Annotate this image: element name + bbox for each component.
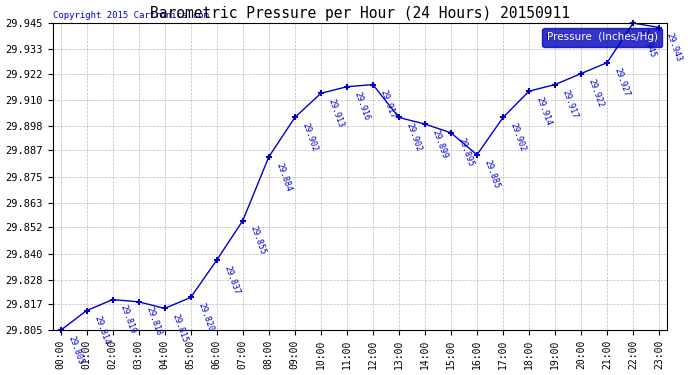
Text: 29.914: 29.914 (535, 95, 553, 127)
Text: 29.819: 29.819 (118, 304, 137, 335)
Text: 29.805: 29.805 (66, 334, 85, 366)
Text: 29.943: 29.943 (664, 32, 683, 63)
Text: 29.922: 29.922 (586, 78, 605, 109)
Text: 29.902: 29.902 (509, 122, 527, 153)
Text: 29.913: 29.913 (326, 98, 345, 129)
Text: 29.885: 29.885 (482, 159, 501, 190)
Text: 29.945: 29.945 (639, 27, 658, 58)
Text: Copyright 2015 Cartronics.com: Copyright 2015 Cartronics.com (52, 11, 208, 20)
Text: 29.899: 29.899 (431, 128, 449, 159)
Text: 29.818: 29.818 (144, 306, 163, 337)
Text: 29.837: 29.837 (222, 264, 241, 296)
Text: 29.927: 29.927 (613, 67, 631, 98)
Text: 29.884: 29.884 (275, 161, 293, 192)
Text: 29.917: 29.917 (560, 89, 580, 120)
Text: 29.916: 29.916 (353, 91, 371, 122)
Text: 29.820: 29.820 (196, 302, 215, 333)
Text: 29.895: 29.895 (457, 137, 475, 168)
Text: 29.815: 29.815 (170, 313, 189, 344)
Title: Barometric Pressure per Hour (24 Hours) 20150911: Barometric Pressure per Hour (24 Hours) … (150, 6, 570, 21)
Text: 29.902: 29.902 (300, 122, 319, 153)
Text: 29.917: 29.917 (378, 89, 397, 120)
Text: 29.902: 29.902 (404, 122, 423, 153)
Text: 29.814: 29.814 (92, 315, 111, 346)
Text: 29.855: 29.855 (248, 225, 267, 256)
Legend: Pressure  (Inches/Hg): Pressure (Inches/Hg) (542, 28, 662, 46)
